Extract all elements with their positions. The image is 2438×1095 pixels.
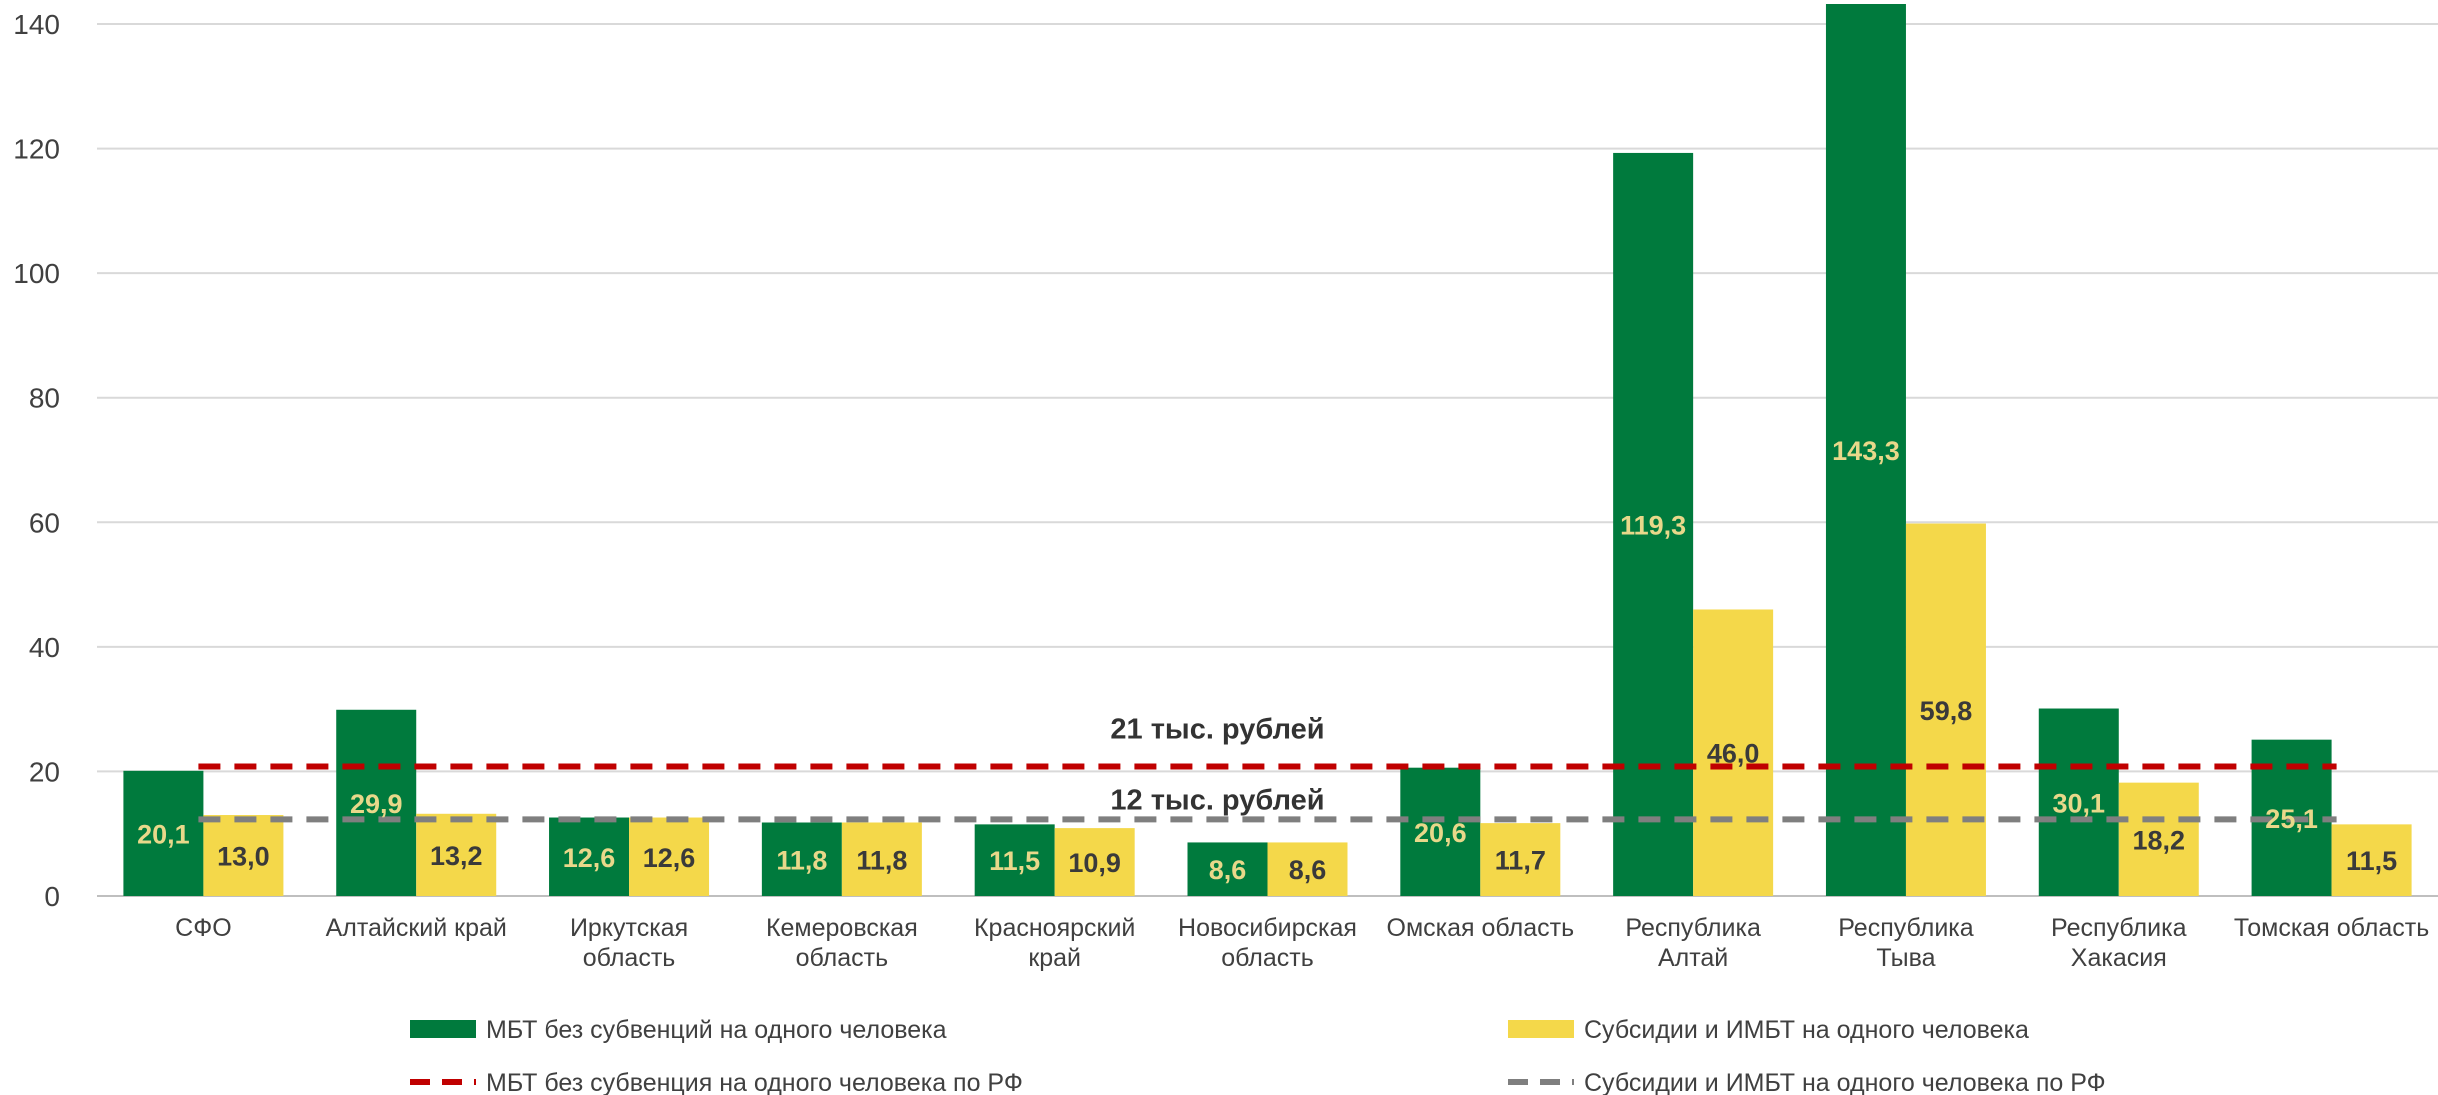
bar-value-label: 29,9 xyxy=(350,789,403,819)
x-category-label: Кемеровская область xyxy=(766,914,918,972)
bar-subsidies xyxy=(416,813,497,896)
x-category-label: Новосибирская область xyxy=(1178,914,1357,972)
y-tick-label: 80 xyxy=(29,383,60,414)
bar-value-label: 143,3 xyxy=(1832,436,1900,466)
bar-subsidies xyxy=(2331,824,2412,896)
bar-value-label: 119,3 xyxy=(1620,510,1686,540)
y-tick-label: 120 xyxy=(13,134,60,165)
bar-value-label: 8,6 xyxy=(1209,855,1247,885)
bar-value-label: 13,2 xyxy=(430,841,483,871)
reference-line-annotation: 21 тыс. рублей xyxy=(1110,713,1324,745)
bar-subsidies xyxy=(1905,523,1986,896)
bar-value-label: 20,1 xyxy=(137,819,190,849)
bar-value-label: 10,9 xyxy=(1068,848,1121,878)
bar-subsidies xyxy=(203,815,284,896)
y-tick-label: 60 xyxy=(29,507,60,538)
x-category-label: Иркутская область xyxy=(570,914,688,972)
y-axis-ticks: 0 20 40 60 80 100 120 140 xyxy=(13,9,60,912)
bar-mbt xyxy=(974,824,1055,896)
legend-label: Субсидии и ИМБТ на одного человека xyxy=(1584,1016,2029,1044)
legend-swatch xyxy=(1508,1020,1574,1038)
x-category-label: Республика Хакасия xyxy=(2051,914,2187,972)
bar-subsidies xyxy=(841,822,922,896)
bar-value-label: 20,6 xyxy=(1414,818,1467,848)
bar-value-label: 12,6 xyxy=(563,843,616,873)
reference-line-annotation: 12 тыс. рублей xyxy=(1110,784,1324,816)
bar-mbt xyxy=(123,770,204,896)
bar-subsidies xyxy=(629,817,710,896)
x-category-label: Красноярский край xyxy=(974,914,1135,972)
x-category-label: Алтайский край xyxy=(326,914,507,942)
gridlines xyxy=(97,23,2438,897)
bar-value-label: 8,6 xyxy=(1289,855,1327,885)
bar-value-label: 59,8 xyxy=(1920,696,1973,726)
bar-mbt xyxy=(1613,152,1694,897)
y-tick-label: 0 xyxy=(44,881,60,912)
bar-mbt xyxy=(549,817,630,896)
reference-lines: 21 тыс. рублей 12 тыс. рублей xyxy=(198,713,2337,823)
legend-label: Субсидии и ИМБТ на одного человека по РФ xyxy=(1584,1069,2106,1095)
bar-value-labels: 20,1 29,9 12,6 11,8 11,5 8,6 20,6 119,3 143,3 30,… xyxy=(137,436,2397,885)
bar-value-label: 30,1 xyxy=(2052,788,2105,818)
bars xyxy=(123,4,2412,897)
y-tick-label: 20 xyxy=(29,756,60,787)
bar-value-label: 12,6 xyxy=(643,843,696,873)
x-category-label: СФО xyxy=(175,914,232,942)
bar-mbt xyxy=(1400,767,1481,896)
bar-subsidies xyxy=(2118,782,2199,896)
bar-mbt xyxy=(1825,4,1906,896)
legend-label: МБТ без субвенция на одного человека по … xyxy=(486,1069,1023,1095)
bar-subsidies xyxy=(1054,828,1135,896)
legend-label: МБТ без субвенций на одного человека xyxy=(486,1016,947,1044)
y-tick-label: 100 xyxy=(13,258,60,289)
bar-value-label: 11,8 xyxy=(856,845,907,875)
bar-subsidies xyxy=(1693,609,1774,896)
bar-mbt xyxy=(2038,708,2119,896)
x-category-label: Омская область xyxy=(1387,914,1575,942)
bar-mbt xyxy=(761,822,842,896)
x-axis-categories: СФО Алтайский край Иркутская область Кемеров… xyxy=(175,914,2429,972)
bar-value-label: 11,7 xyxy=(1495,846,1546,876)
bar-mbt xyxy=(336,709,417,896)
bar-value-label: 13,0 xyxy=(217,842,270,872)
bar-value-label: 18,2 xyxy=(2132,825,2185,855)
bar-mbt xyxy=(1187,842,1268,896)
x-category-label: Республика Алтай xyxy=(1625,914,1761,972)
legend-swatch xyxy=(410,1020,476,1038)
bar-subsidies xyxy=(1480,823,1561,896)
bar-value-label: 25,1 xyxy=(2265,804,2318,834)
bar-value-label: 11,8 xyxy=(776,845,827,875)
bar-subsidies xyxy=(1267,842,1348,896)
x-category-label: Томская область xyxy=(2234,914,2429,942)
y-tick-label: 40 xyxy=(29,632,60,663)
bar-value-label: 11,5 xyxy=(2346,846,2397,876)
legend: МБТ без субвенций на одного человека Субс… xyxy=(410,1016,2106,1095)
x-category-label: Республика Тыва xyxy=(1838,914,1974,972)
bar-value-label: 11,5 xyxy=(989,846,1040,876)
bar-value-label: 46,0 xyxy=(1707,739,1760,769)
y-tick-label: 140 xyxy=(13,9,60,40)
